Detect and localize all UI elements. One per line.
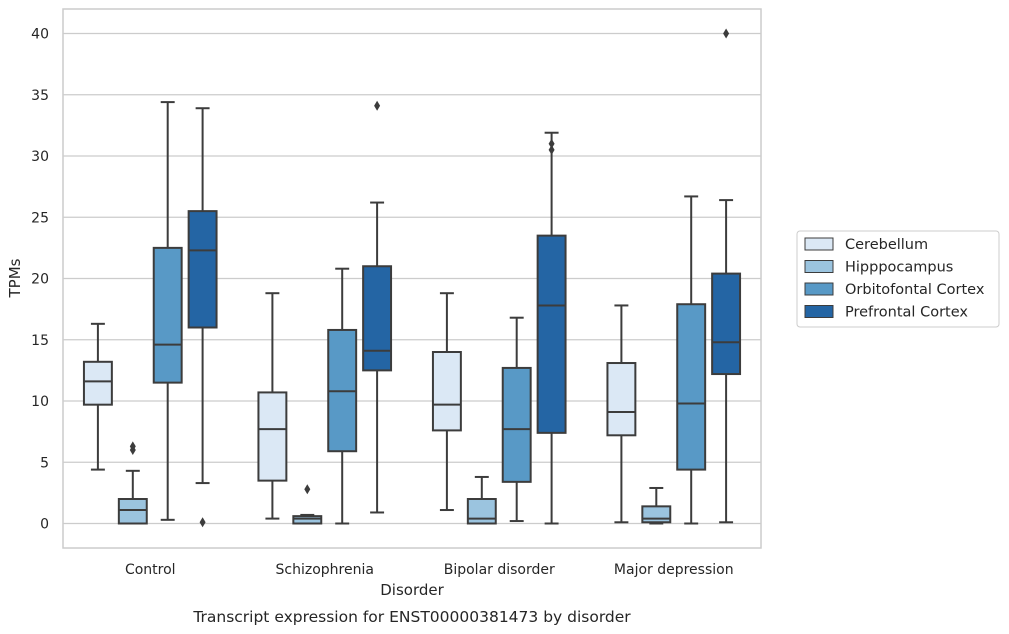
legend-label: Cerebellum xyxy=(845,237,928,253)
outlier-point xyxy=(723,28,730,39)
outlier-point xyxy=(374,100,381,111)
box xyxy=(711,272,742,376)
box xyxy=(676,303,707,471)
box xyxy=(362,265,393,372)
outlier-point xyxy=(548,138,555,149)
outlier-point xyxy=(129,441,136,452)
x-tick-labels: Control Schizophrenia Bipolar disorder Majo… xyxy=(125,562,734,578)
box xyxy=(152,246,183,384)
box-group xyxy=(676,195,707,525)
legend-swatch xyxy=(804,305,834,318)
outlier-point xyxy=(304,484,311,495)
box-group xyxy=(606,304,637,524)
box xyxy=(501,366,532,483)
y-tick-label: 5 xyxy=(40,455,49,471)
outlier-point xyxy=(199,517,206,528)
box xyxy=(641,505,672,524)
box xyxy=(606,362,637,437)
x-tick-label: Control xyxy=(125,562,176,578)
y-tick-label: 25 xyxy=(31,210,49,226)
box-group xyxy=(536,131,567,525)
y-tick-label: 15 xyxy=(31,333,49,349)
legend-swatch xyxy=(804,237,834,251)
box xyxy=(292,515,323,525)
box-group xyxy=(431,292,462,512)
legend-swatch xyxy=(804,260,834,273)
y-tick-label: 35 xyxy=(31,88,49,104)
legend-label: Hipppocampus xyxy=(845,260,953,276)
box-group xyxy=(641,486,672,525)
y-tick-label: 40 xyxy=(31,27,49,43)
box xyxy=(431,351,462,432)
y-tick-label: 10 xyxy=(31,394,49,410)
legend-label: Prefrontal Cortex xyxy=(845,305,968,321)
y-axis-label: TPMs xyxy=(6,258,24,298)
x-tick-label: Major depression xyxy=(614,562,734,578)
box-group xyxy=(82,322,113,471)
y-tick-label: 20 xyxy=(31,272,49,288)
x-tick-label: Schizophrenia xyxy=(276,562,374,578)
box-group xyxy=(327,267,358,525)
chart-caption: Transcript expression for ENST0000038147… xyxy=(192,608,631,626)
box xyxy=(466,498,497,525)
box xyxy=(82,360,113,406)
box-group xyxy=(152,101,183,521)
box xyxy=(117,498,148,525)
box xyxy=(536,234,567,434)
y-tick-label: 30 xyxy=(31,149,49,165)
box-group xyxy=(711,28,742,524)
x-tick-label: Bipolar disorder xyxy=(444,562,555,578)
box xyxy=(187,210,218,329)
boxes xyxy=(82,28,742,528)
box-group xyxy=(466,475,497,525)
outlier-point xyxy=(548,144,555,155)
y-tick-labels: 0 5 10 15 20 25 30 35 40 xyxy=(31,27,49,533)
box-group xyxy=(117,441,148,525)
box-group xyxy=(257,292,288,520)
y-tick-label: 0 xyxy=(40,517,49,533)
box-group xyxy=(501,316,532,523)
legend-frame xyxy=(796,230,1000,328)
plot-area-frame xyxy=(62,8,762,549)
x-axis-label: Disorder xyxy=(380,581,444,599)
box xyxy=(257,391,288,482)
legend-label: Orbitofontal Cortex xyxy=(845,282,985,298)
legend: Cerebellum Hipppocampus Orbitofontal Corte… xyxy=(796,230,1000,328)
box-group xyxy=(187,107,218,528)
box-group xyxy=(362,100,393,514)
legend-swatch xyxy=(804,282,834,296)
box-group xyxy=(292,484,323,525)
